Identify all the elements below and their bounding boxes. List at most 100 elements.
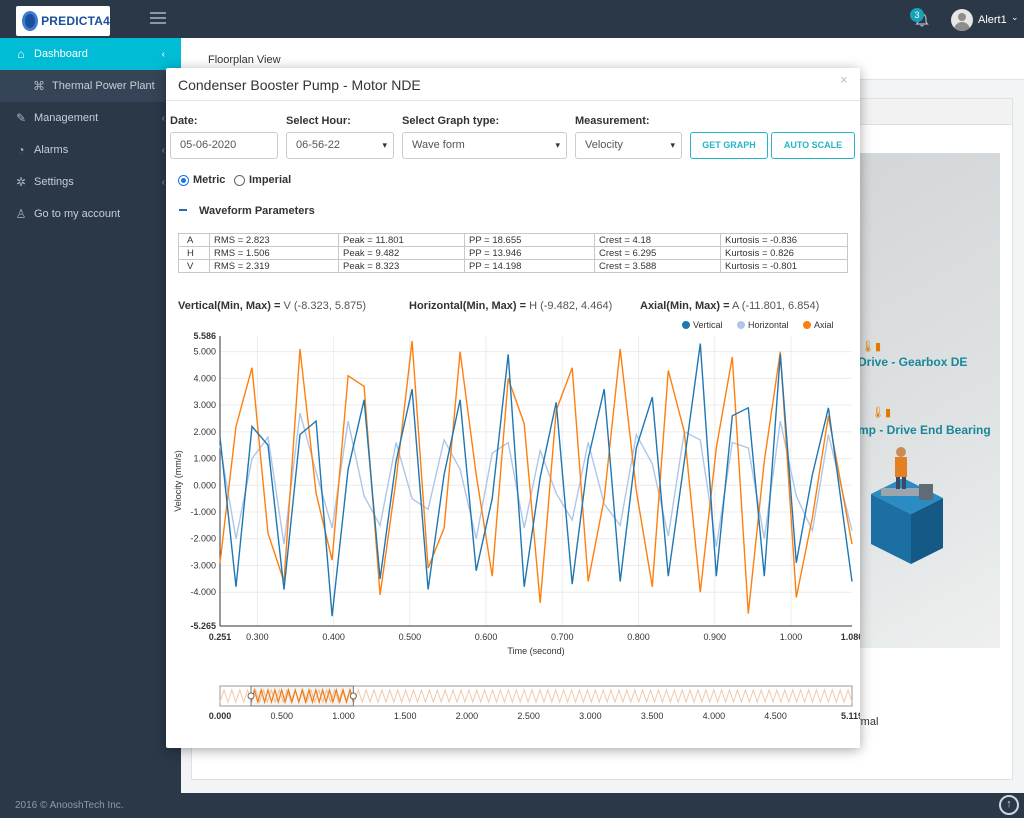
brand-name: PREDICTA4: [41, 14, 110, 28]
metric-radio[interactable]: Metric: [178, 174, 225, 186]
scroll-top-icon[interactable]: ↑: [999, 795, 1019, 815]
table-cell: Kurtosis = -0.836: [720, 233, 848, 247]
y-tick-label: -5.265: [190, 621, 216, 631]
gear-icon: ✲: [15, 175, 27, 189]
hour-label: Select Hour:: [286, 115, 351, 127]
sidebar-item-account[interactable]: ♙ Go to my account: [0, 198, 181, 230]
y-tick-label: 0.000: [193, 480, 216, 490]
chevron-left-icon: ‹: [161, 144, 165, 156]
table-cell: RMS = 1.506: [209, 246, 339, 260]
legend-label: Axial: [814, 320, 834, 330]
sidebar-item-label: Thermal Power Plant: [52, 80, 155, 92]
legend-marker: [803, 321, 811, 329]
overview-tick-label: 0.500: [270, 711, 293, 721]
brand-logo[interactable]: PREDICTA4: [16, 6, 110, 36]
auto-scale-button[interactable]: AUTO SCALE: [771, 132, 855, 159]
sidebar-item-label: Management: [34, 112, 99, 124]
y-tick-label: -1.000: [190, 507, 216, 517]
x-tick-label: 0.251: [209, 632, 232, 642]
sidebar-item-management[interactable]: ✎ Management ‹: [0, 102, 181, 134]
date-input[interactable]: 05-06-2020: [170, 132, 278, 159]
thermometer-icon[interactable]: 🌡▮: [871, 407, 892, 419]
table-cell: PP = 14.198: [464, 259, 595, 273]
waveform-chart[interactable]: 5.586 5.000 4.000 3.000 2.000 1.000 0.000 -1.00…: [166, 326, 860, 656]
thermometer-icon[interactable]: 🌡▮: [861, 341, 882, 353]
y-tick-label: -4.000: [190, 587, 216, 597]
y-tick-label: -3.000: [190, 560, 216, 570]
chevron-down-icon: ▾: [382, 140, 387, 150]
bell-icon: ◔: [17, 143, 25, 157]
y-tick-label: 2.000: [193, 427, 216, 437]
chevron-left-icon: ‹: [161, 48, 165, 60]
y-tick-label: 4.000: [193, 373, 216, 383]
table-cell: Crest = 6.295: [594, 246, 721, 260]
axial-minmax-label: Axial(Min, Max) =: [640, 300, 730, 312]
sidebar-item-dashboard[interactable]: ⌂ Dashboard ‹: [0, 38, 181, 70]
page-title: Floorplan View: [208, 54, 281, 66]
sidebar-item-label: Settings: [34, 176, 74, 188]
measurement-select[interactable]: Velocity ▾: [575, 132, 682, 159]
x-tick-label: 0.300: [246, 632, 269, 642]
axial-minmax: Axial(Min, Max) = A (-11.801, 6.854): [640, 300, 819, 312]
graph-type-select[interactable]: Wave form ▾: [402, 132, 567, 159]
table-cell: H: [178, 246, 210, 260]
chevron-down-icon: ▾: [670, 140, 675, 150]
notifications-badge: 3: [910, 8, 924, 22]
table-row: V RMS = 2.319 Peak = 8.323 PP = 14.198 C…: [178, 259, 848, 273]
hour-select[interactable]: 06-56-22 ▾: [286, 132, 394, 159]
floor-label-gearbox[interactable]: Drive - Gearbox DE: [858, 355, 968, 369]
table-cell: Peak = 11.801: [338, 233, 465, 247]
waveform-parameters-title: Waveform Parameters: [199, 205, 315, 217]
y-tick-label: 3.000: [193, 400, 216, 410]
sidebar-item-thermal-power-plant[interactable]: ⌘ Thermal Power Plant: [0, 70, 181, 102]
get-graph-button[interactable]: GET GRAPH: [690, 132, 768, 159]
y-axis-title: Velocity (mm/s): [173, 450, 183, 512]
x-tick-label: 0.500: [399, 632, 422, 642]
x-tick-label: 0.400: [322, 632, 345, 642]
x-tick-label: 0.700: [551, 632, 574, 642]
hour-select-value: 06-56-22: [296, 139, 341, 151]
overview-tick-label: 4.500: [764, 711, 787, 721]
menu-toggle-icon[interactable]: [150, 12, 166, 24]
collapse-icon[interactable]: [179, 209, 187, 211]
sidebar-item-settings[interactable]: ✲ Settings ‹: [0, 166, 181, 198]
pump-machine-icon: [871, 447, 943, 564]
date-label: Date:: [170, 115, 198, 127]
x-tick-label: 0.900: [704, 632, 727, 642]
imperial-label: Imperial: [249, 174, 292, 186]
measurement-label: Measurement:: [575, 115, 650, 127]
floor-label-drive-end-bearing[interactable]: mp - Drive End Bearing: [858, 423, 991, 437]
horizontal-minmax: Horizontal(Min, Max) = H (-9.482, 4.464): [409, 300, 612, 312]
y-tick-label: -2.000: [190, 534, 216, 544]
sidebar-item-alarms[interactable]: ◔ Alarms ‹: [0, 134, 181, 166]
close-icon[interactable]: ×: [840, 72, 848, 87]
user-avatar[interactable]: [951, 9, 973, 31]
user-name[interactable]: Alert1: [978, 14, 1007, 26]
brush-handle-icon: [349, 692, 357, 700]
x-tick-label: 0.800: [627, 632, 650, 642]
table-cell: Peak = 9.482: [338, 246, 465, 260]
series-line-axial: [219, 340, 853, 614]
legend-item-vertical[interactable]: Vertical: [682, 320, 723, 330]
imperial-radio[interactable]: Imperial: [234, 174, 291, 186]
table-cell: PP = 18.655: [464, 233, 595, 247]
overview-tick-label: 2.500: [517, 711, 540, 721]
radio-selected-icon: [178, 174, 189, 186]
series-line-vertical: [219, 343, 853, 617]
overview-brush-chart[interactable]: 0.000 0.500 1.000 1.500 2.000 2.500 3.000 3.500…: [166, 676, 860, 726]
chevron-down-icon: ▾: [555, 140, 560, 150]
table-row: H RMS = 1.506 Peak = 9.482 PP = 13.946 C…: [178, 246, 848, 260]
metric-label: Metric: [193, 174, 226, 186]
sidebar: ⌂ Dashboard ‹ ⌘ Thermal Power Plant ✎ Ma…: [0, 38, 181, 793]
x-tick-label: 1.080: [841, 632, 860, 642]
chevron-down-icon[interactable]: ⌄: [1011, 12, 1019, 22]
footer: 2016 © AnooshTech Inc.: [0, 793, 1024, 818]
sidebar-item-label: Alarms: [34, 144, 69, 156]
graph-type-label: Select Graph type:: [402, 115, 500, 127]
overview-tick-label: 0.000: [209, 711, 232, 721]
chevron-left-icon: ‹: [161, 176, 165, 188]
x-tick-label: 1.000: [780, 632, 803, 642]
legend-item-axial[interactable]: Axial: [803, 320, 834, 330]
graph-type-select-value: Wave form: [412, 139, 465, 151]
legend-item-horizontal[interactable]: Horizontal: [737, 320, 789, 330]
